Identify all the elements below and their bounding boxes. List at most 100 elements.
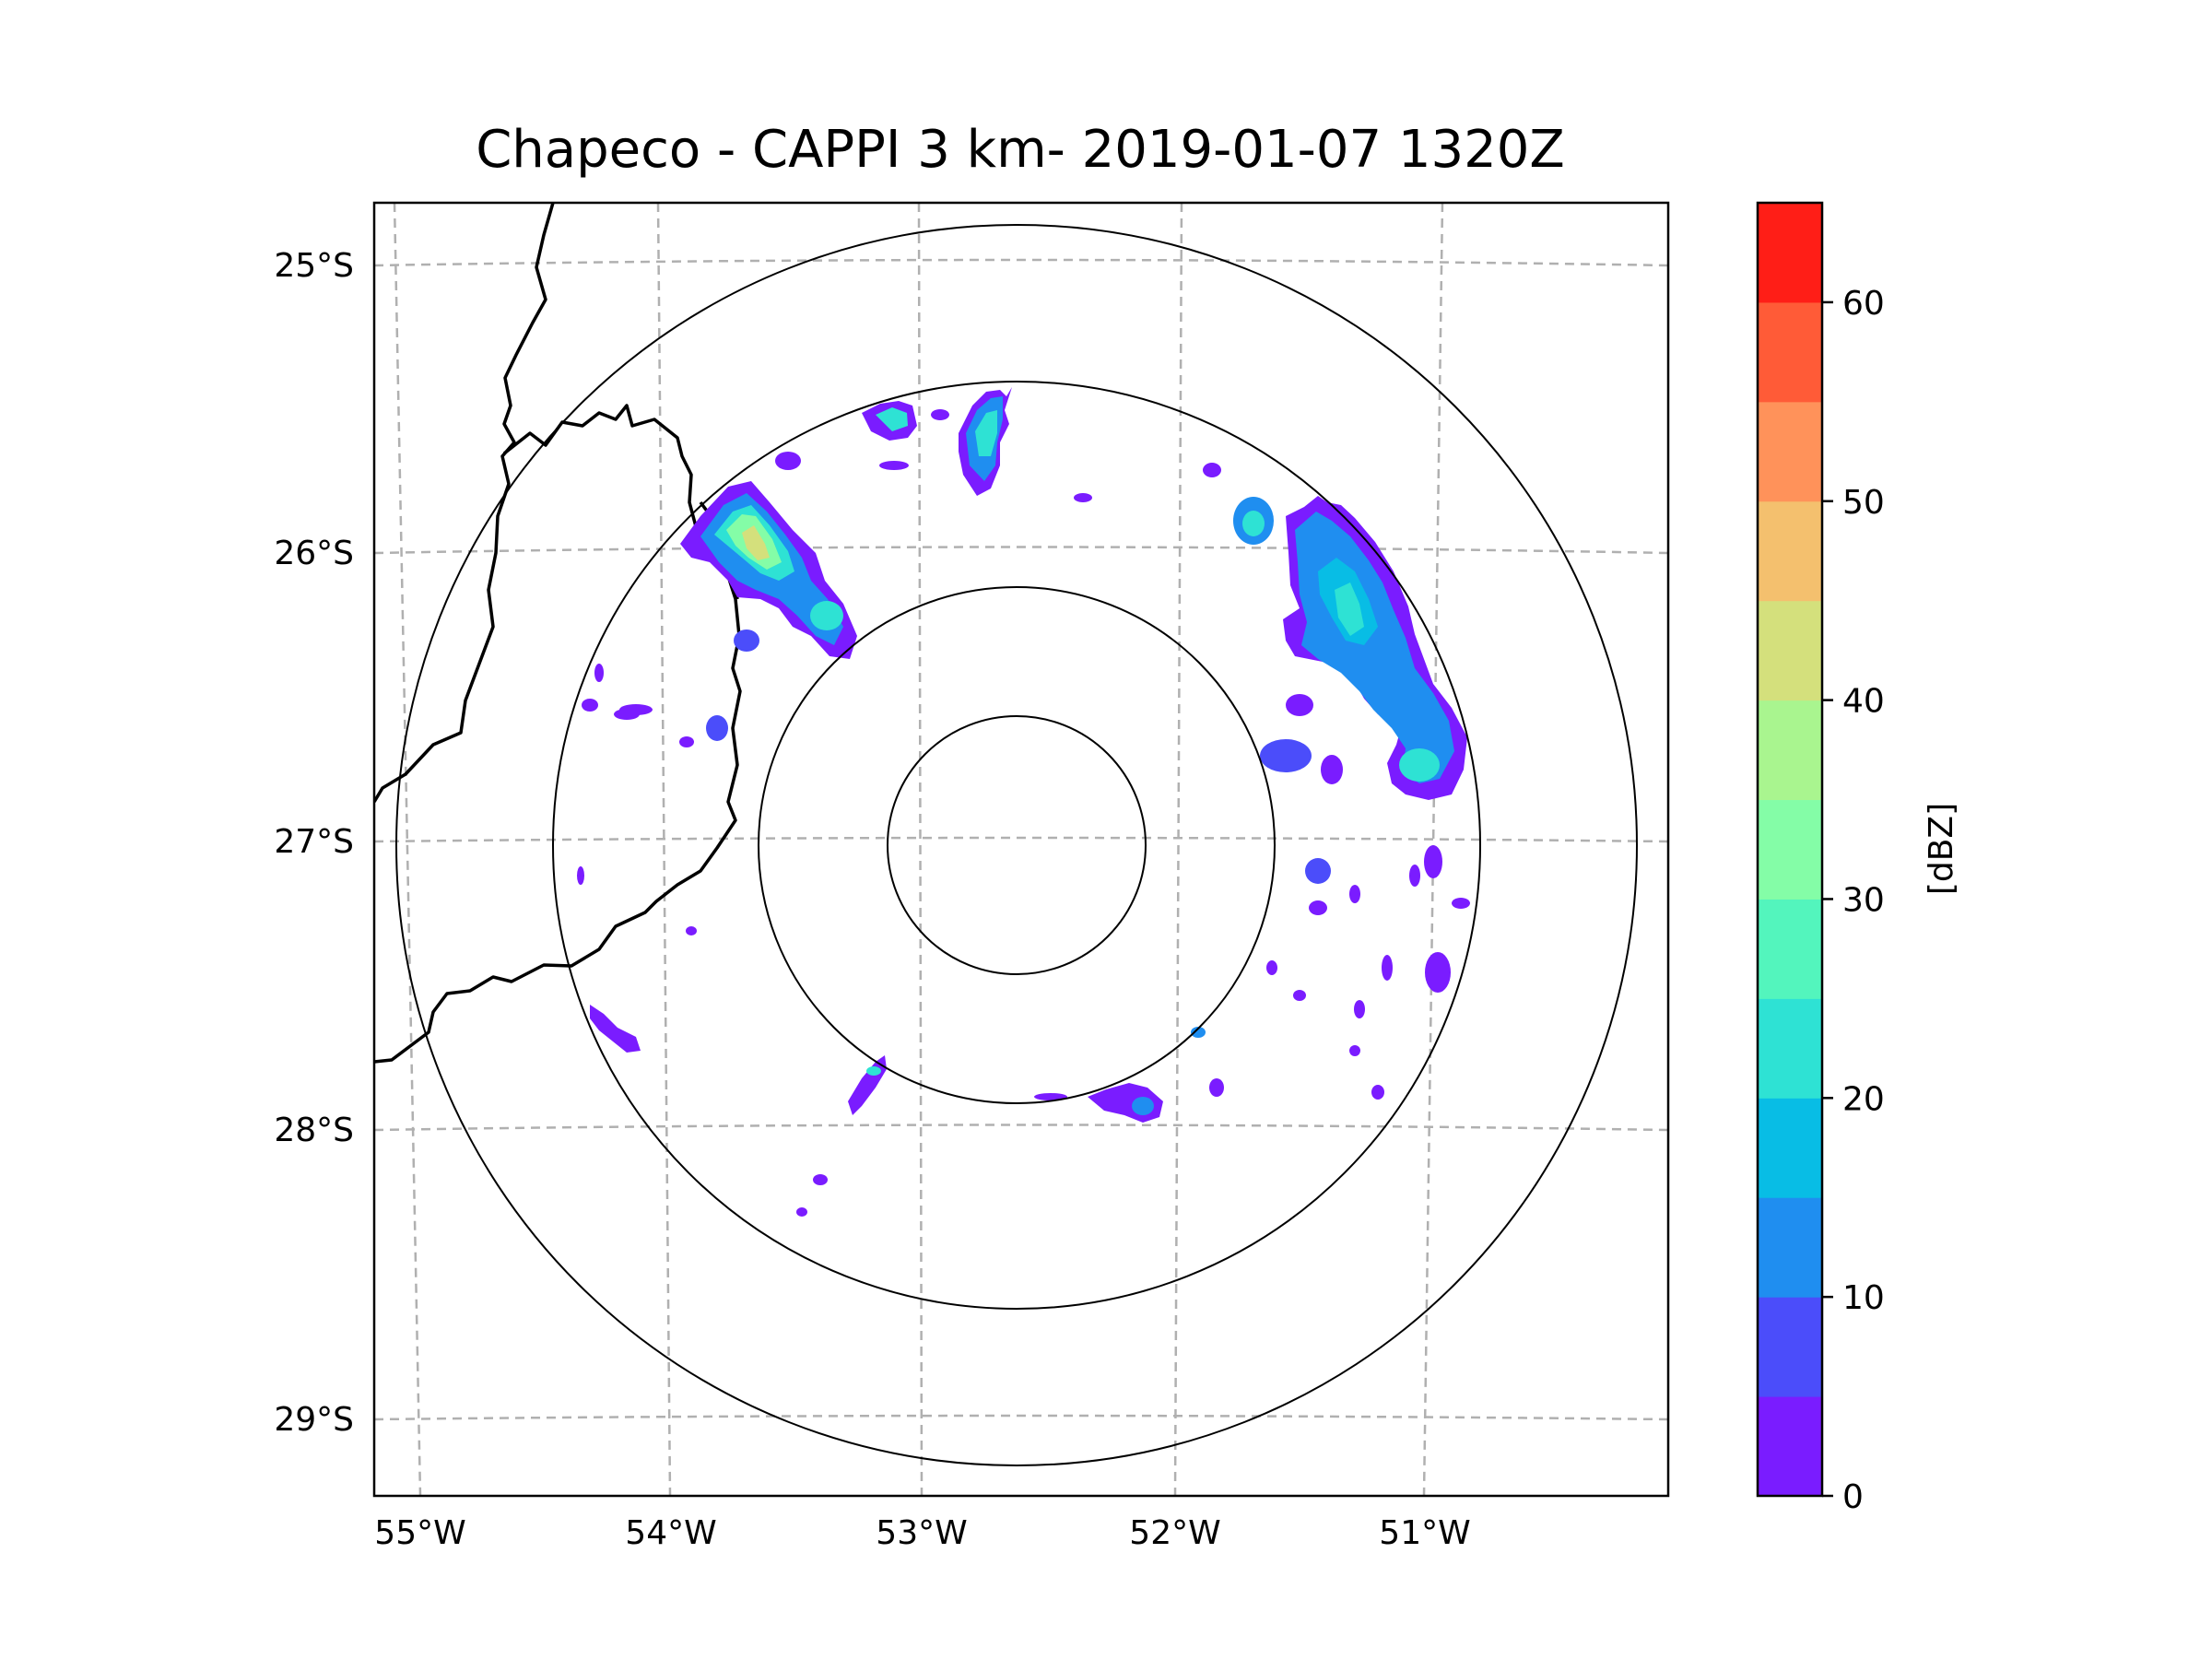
lat-gridline-29s [374,1414,1668,1421]
echo-n-cell-2 [931,409,949,420]
echo-s-cell-5 [813,1174,828,1185]
echo-ne-cell-6 [1305,858,1331,884]
echo-s-cell-2 [1034,1093,1067,1100]
border-misiones [374,404,742,1064]
echo-s-cell-1 [1132,1097,1154,1115]
echo-nw-cell-3 [706,715,728,741]
echo-e-3 [1452,898,1470,909]
colorbar-segment-60 [1758,203,1822,303]
echo-w-4 [594,664,604,682]
echo-nw-yellow [742,525,770,560]
lon-gridline-52w [1173,203,1183,1496]
echo-w-2 [614,709,640,720]
echo-n-cell-3 [1074,493,1092,502]
colorbar-tick-label: 40 [1842,683,1885,721]
colorbar-segment-30 [1758,799,1822,900]
echo-e-4 [1425,952,1451,993]
colorbar-tick-label: 30 [1842,881,1885,919]
border-argentina-west [374,203,555,803]
echo-s-cell-4 [1209,1078,1224,1097]
echo-ne-cell-8 [1321,755,1343,784]
lon-label-55w: 55°W [374,1514,465,1552]
echo-cluster-northwest [582,452,857,741]
echo-ne-cell-2 [1242,511,1265,536]
echo-s-cell-3 [1191,1027,1206,1038]
lat-tick-labels: 25°S 26°S 27°S 28°S 29°S [274,247,354,1439]
echo-cluster-north [862,387,1092,502]
range-rings [395,224,1638,1466]
lon-gridline-53w [917,203,924,1496]
map-background [374,203,1668,1496]
colorbar-segment-0 [1758,1396,1822,1497]
echo-e-1 [1424,845,1442,878]
echo-nw-cell-1 [810,601,843,630]
colorbar-segment-45 [1758,500,1822,602]
colorbar-segment-35 [1758,700,1822,801]
map-title: Chapeco - CAPPI 3 km- 2019-01-07 1320Z [476,120,1565,180]
echo-cluster-northeast [1203,463,1467,884]
echo-ne-cell-4 [1260,739,1312,772]
colorbar-segment-10 [1758,1197,1822,1298]
radar-echoes [577,387,1470,1217]
echo-e-6 [1354,1000,1365,1018]
echo-e-10 [1349,1045,1360,1056]
colorbar-tick-label: 0 [1842,1478,1864,1516]
echo-nw-cell-4 [775,452,801,470]
colorbar-segment-15 [1758,1098,1822,1198]
lon-gridline-54w [656,203,672,1496]
colorbar-segment-40 [1758,600,1822,701]
colorbar-tick-label: 10 [1842,1279,1885,1317]
echo-s-streak-core [866,1066,881,1076]
echo-e-5 [1382,955,1393,981]
echo-cluster-west [577,664,697,1053]
colorbar-segment-25 [1758,899,1822,999]
lat-label-25s: 25°S [274,247,354,285]
colorbar-frame [1756,201,1824,1498]
echo-w-1 [590,1005,641,1053]
echo-w-6 [686,926,697,935]
echo-w-3 [679,736,694,747]
colorbar-segments [1758,203,1822,1497]
colorbar-segment-20 [1758,998,1822,1099]
echo-e-9 [1371,1085,1384,1100]
echo-ne-cell-7 [1203,463,1221,477]
lat-gridline-25s [374,258,1668,267]
echo-n-teal-2 [876,407,908,431]
echo-cluster-east [1266,845,1470,1100]
echo-ne-teal [1335,582,1364,636]
echo-nw-cell-2 [734,629,759,652]
echo-w-5 [577,866,584,885]
echo-e-11 [1293,990,1306,1001]
colorbar: 0 10 20 30 40 50 60 [dBZ] [1756,201,1960,1516]
map-frame [372,201,1670,1498]
echo-e-2 [1409,865,1420,887]
echo-ne-cell-3 [1399,748,1440,782]
lon-label-54w: 54°W [625,1514,716,1552]
echo-n-teal-1 [975,410,997,456]
lon-label-53w: 53°W [876,1514,967,1552]
lon-label-51w: 51°W [1379,1514,1470,1552]
lon-tick-labels: 55°W 54°W 53°W 52°W 51°W [374,1514,1470,1552]
colorbar-ticks: 0 10 20 30 40 50 60 [1822,285,1885,1516]
lat-gridline-27s [374,836,1668,843]
colorbar-segment-55 [1758,301,1822,403]
echo-ne-cell-5 [1286,694,1313,716]
range-ring-3 [552,381,1481,1310]
echo-n-cell-1 [879,461,909,470]
range-ring-4 [395,224,1638,1466]
range-ring-2 [758,586,1276,1104]
lat-label-29s: 29°S [274,1401,354,1439]
lat-label-28s: 28°S [274,1112,354,1149]
echo-e-7 [1309,900,1327,915]
colorbar-tick-label: 60 [1842,285,1885,323]
echo-cluster-south [796,1027,1224,1217]
lat-gridline-28s [374,1124,1668,1132]
lat-label-27s: 27°S [274,823,354,861]
echo-e-8 [1349,885,1360,903]
echo-nw-cell-6 [582,699,598,712]
colorbar-label: [dBZ] [1923,803,1960,895]
echo-e-12 [1266,960,1277,975]
colorbar-tick-label: 20 [1842,1080,1885,1118]
colorbar-tick-label: 50 [1842,484,1885,522]
echo-s-cell-6 [796,1207,807,1217]
